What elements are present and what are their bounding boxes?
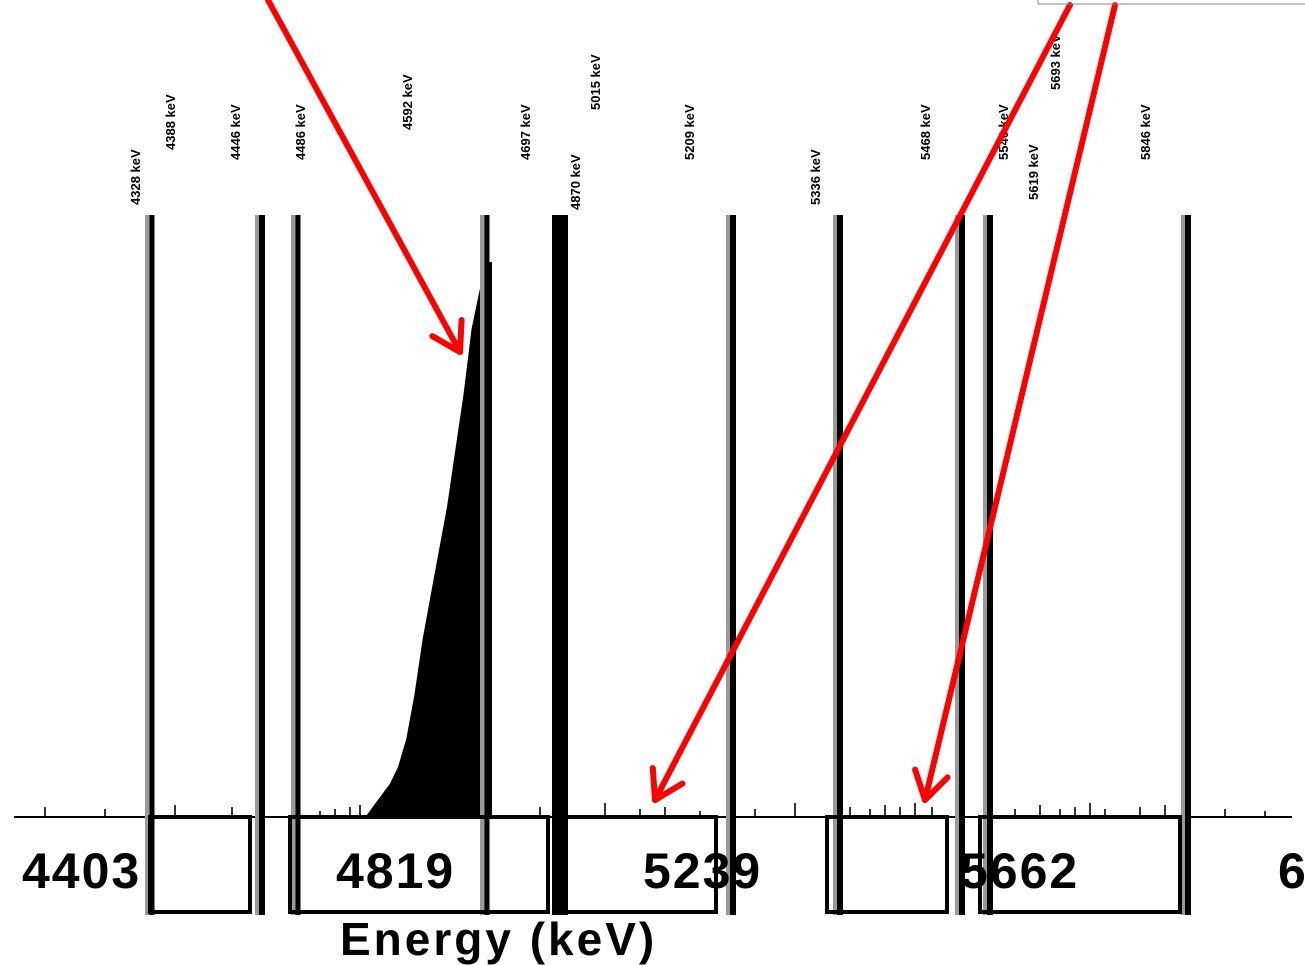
marker-line-shadow <box>726 215 732 915</box>
red-arrow-head <box>912 766 928 803</box>
peak-label: 4388 keV <box>163 94 178 150</box>
red-arrow-head <box>457 317 465 355</box>
marker-line <box>484 215 490 915</box>
peak-label: 4592 keV <box>400 74 415 130</box>
red-arrow-head <box>922 774 951 803</box>
peak-label: 5336 keV <box>808 149 823 205</box>
tick-label-box <box>564 815 718 914</box>
marker-line-shadow <box>955 215 961 915</box>
x-tick-label: 5662 <box>960 843 1079 899</box>
red-arrow-head <box>649 765 658 803</box>
x-tick-label: 5239 <box>643 843 762 899</box>
peak-label: 4446 keV <box>228 104 243 160</box>
marker-line-shadow <box>291 215 297 915</box>
marker-line <box>552 215 568 915</box>
peak-label: 4697 keV <box>518 104 533 160</box>
tick-label-box <box>148 815 252 914</box>
marker-line <box>259 215 265 915</box>
peak-label: 5015 keV <box>588 54 603 110</box>
red-arrow-shaft <box>652 2 1073 803</box>
marker-line-shadow <box>1181 215 1187 915</box>
peak-label: 4486 keV <box>293 104 308 160</box>
spectrum-peak <box>300 262 492 817</box>
peak-label: 5846 keV <box>1138 104 1153 160</box>
peak-label: 4870 keV <box>568 154 583 210</box>
peak-label: 4328 keV <box>128 149 143 205</box>
marker-line <box>295 215 301 915</box>
x-tick-label: 4819 <box>336 843 455 899</box>
marker-line <box>987 215 993 915</box>
marker-line <box>1185 215 1191 915</box>
peak-labels: 4328 keV 4388 keV 4446 keV 4486 keV 4592 keV… <box>128 34 1153 210</box>
marker-line <box>149 215 155 915</box>
tick-label-box <box>825 815 949 914</box>
red-arrow-shaft <box>265 0 463 355</box>
marker-line-shadow <box>833 215 839 915</box>
x-tick-label: 4403 <box>22 843 141 899</box>
marker-line-shadow <box>255 215 261 915</box>
x-axis-title: Energy (keV) <box>340 913 657 965</box>
peak-label: 5619 keV <box>1026 144 1041 200</box>
peak-label: 5693 keV <box>1048 34 1063 90</box>
peak-label: 5209 keV <box>682 104 697 160</box>
marker-line-shadow <box>145 215 151 915</box>
marker-line <box>730 215 736 915</box>
marker-line <box>959 215 965 915</box>
tick-label-box <box>288 815 550 914</box>
x-tick-label: 6 <box>1278 843 1305 899</box>
tick-label-box <box>978 815 1182 914</box>
red-arrow-head <box>429 333 463 355</box>
annotation-arrows <box>265 0 1118 803</box>
red-arrow-shaft <box>922 2 1118 803</box>
marker-line-shadow <box>480 215 486 915</box>
marker-line-shadow <box>983 215 989 915</box>
red-arrow-head <box>652 780 686 803</box>
peak-marker-lines <box>145 215 1191 915</box>
callout-box-edge <box>1037 0 1305 5</box>
peak-label: 5468 keV <box>918 104 933 160</box>
tick-label-boxes <box>148 815 1182 914</box>
marker-line <box>837 215 843 915</box>
baseline-noise <box>44 803 1266 817</box>
